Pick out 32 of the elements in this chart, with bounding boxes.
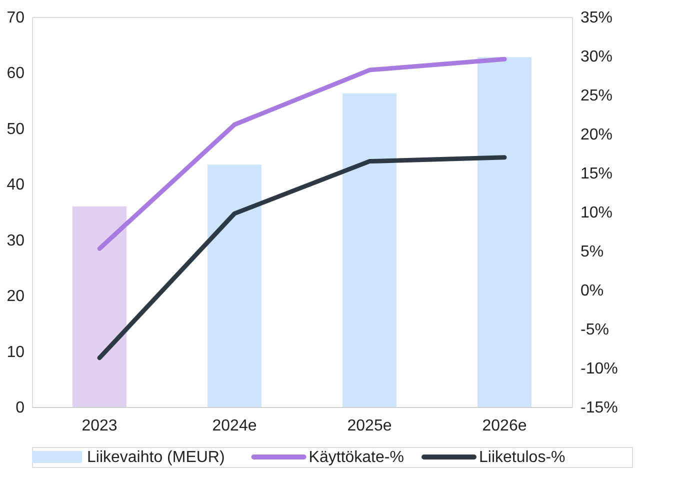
bar xyxy=(478,57,532,407)
bar xyxy=(342,93,396,407)
y-tick-label: 50 xyxy=(6,120,25,138)
legend-label: Liikevaihto (MEUR) xyxy=(87,449,225,466)
y2-tick-label: 10% xyxy=(580,204,613,222)
x-tick-label: 2025e xyxy=(347,418,392,434)
y2-tick-label: 25% xyxy=(580,88,613,104)
y2-tick-label: -15% xyxy=(580,400,618,416)
y2-tick-label: 0% xyxy=(580,282,604,300)
y-tick-label: 0 xyxy=(16,400,25,416)
y2-tick-label: 30% xyxy=(580,48,613,66)
y2-tick-label: -5% xyxy=(580,322,609,338)
y2-tick-label: -10% xyxy=(580,360,618,378)
line-series xyxy=(97,56,507,251)
y-tick-label: 40 xyxy=(6,176,25,194)
y-tick-label: 60 xyxy=(6,65,25,82)
y-tick-label: 20 xyxy=(6,288,25,306)
y-tick-label: 10 xyxy=(6,344,25,361)
x-tick-label: 2026e xyxy=(482,418,527,434)
y2-tick-label: 20% xyxy=(580,126,613,144)
y2-tick-label: 35% xyxy=(580,10,613,26)
y2-tick-label: 5% xyxy=(580,244,604,260)
y-tick-label: 70 xyxy=(6,10,25,26)
y-tick-label: 30 xyxy=(6,232,25,250)
x-tick-label: 2023 xyxy=(82,418,118,434)
bar xyxy=(208,164,262,407)
line-series xyxy=(97,155,507,360)
bar xyxy=(72,206,126,407)
legend-label: Liiketulos-% xyxy=(479,449,566,466)
legend-label: Käyttökate-% xyxy=(308,449,404,466)
y2-tick-label: 15% xyxy=(580,166,613,182)
x-tick-label: 2024e xyxy=(212,418,257,434)
